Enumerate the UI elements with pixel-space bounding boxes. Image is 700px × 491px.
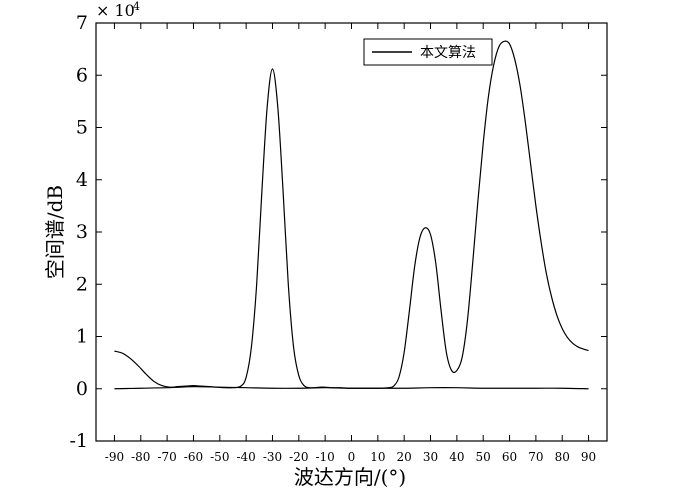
y-tick-label: 2	[76, 273, 88, 295]
legend: 本文算法	[363, 38, 493, 66]
x-tick-label: 70	[528, 450, 543, 464]
series-line-2	[114, 386, 589, 390]
y-tick-label: 4	[76, 169, 88, 191]
plot-frame	[95, 22, 608, 442]
x-tick-label: -80	[131, 450, 150, 464]
x-tick-label: -60	[184, 450, 203, 464]
x-tick-label: 80	[555, 450, 570, 464]
x-tick-label: -70	[157, 450, 176, 464]
y-tick-label: 5	[76, 117, 88, 139]
x-tick-label: -40	[236, 450, 255, 464]
y-exponent-power: 4	[133, 0, 140, 13]
y-tick-label: -1	[69, 430, 88, 452]
x-axis: -90 -80 -70 -60 -50 -40 -30 -20 -10 0 10 20 30 40 50 60…	[105, 23, 596, 464]
series-layer	[114, 40, 589, 390]
x-axis-title: 波达方向/(°)	[294, 465, 406, 489]
x-tick-label: 30	[423, 450, 438, 464]
legend-label: 本文算法	[420, 45, 476, 61]
x-tick-label: -20	[289, 450, 308, 464]
y-axis: -1 0 1 2 3 4 5 6 7	[69, 12, 607, 452]
x-tick-label: 40	[449, 450, 464, 464]
x-tick-label: 10	[370, 450, 385, 464]
x-tick-label: 50	[476, 450, 491, 464]
x-tick-label: -30	[263, 450, 282, 464]
x-tick-label: 0	[348, 450, 356, 464]
x-tick-label: -10	[315, 450, 334, 464]
y-axis-title: 空间谱/dB	[43, 185, 67, 279]
y-tick-label: 0	[76, 378, 88, 400]
x-tick-label: 20	[397, 450, 412, 464]
x-tick-label: -50	[210, 450, 229, 464]
y-exponent-label: × 10	[96, 1, 135, 20]
x-tick-label: 60	[502, 450, 517, 464]
y-tick-label: 7	[76, 12, 88, 34]
y-tick-label: 3	[76, 221, 88, 243]
series-line-1	[114, 40, 589, 389]
x-tick-label: 90	[581, 450, 596, 464]
y-tick-label: 1	[76, 326, 88, 348]
y-tick-label: 6	[76, 64, 88, 86]
x-tick-label: -90	[105, 450, 124, 464]
